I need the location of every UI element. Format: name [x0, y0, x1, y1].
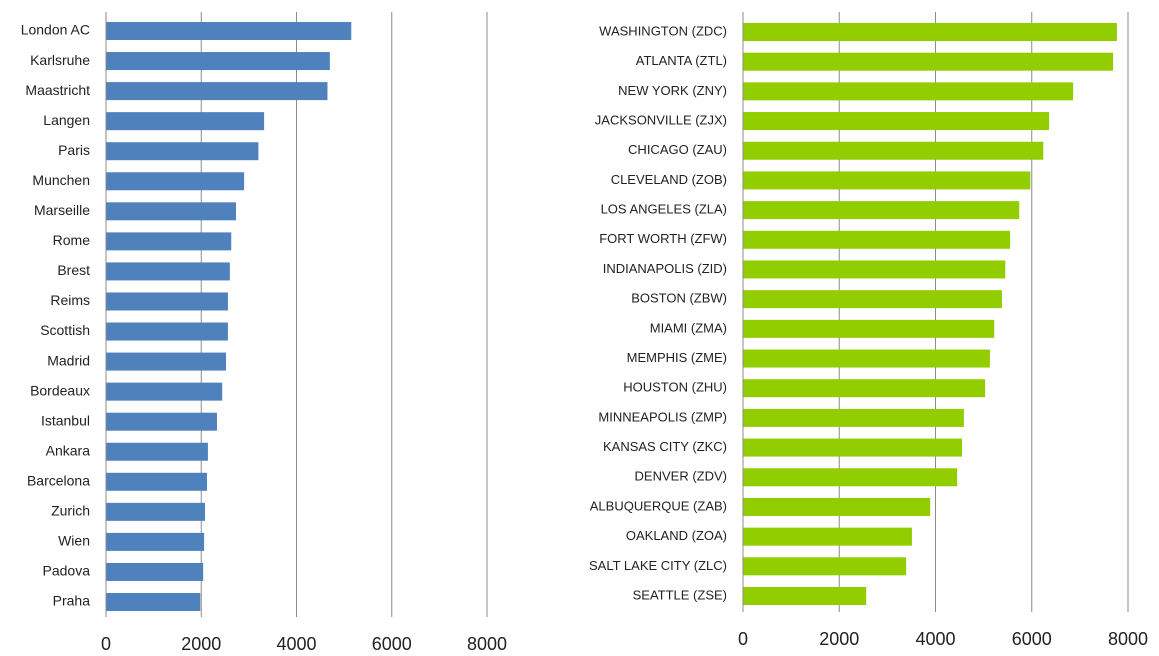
- y-tick-label: MIAMI (ZMA): [650, 320, 727, 335]
- x-tick-label: 0: [738, 629, 748, 649]
- bar: [106, 472, 207, 491]
- bar: [106, 82, 328, 101]
- y-tick-label: Ankara: [46, 442, 91, 458]
- bar: [106, 442, 208, 461]
- bar: [106, 292, 228, 311]
- y-tick-label: NEW YORK (ZNY): [618, 83, 727, 98]
- y-tick-label: OAKLAND (ZOA): [626, 528, 727, 543]
- x-tick-label: 2000: [819, 629, 859, 649]
- x-tick-label: 8000: [467, 634, 507, 654]
- y-tick-label: Brest: [57, 262, 90, 278]
- y-tick-label: Madrid: [47, 352, 90, 368]
- bar: [743, 141, 1044, 160]
- y-tick-label: BOSTON (ZBW): [631, 291, 727, 306]
- bar: [743, 379, 986, 398]
- y-tick-label: Bordeaux: [30, 382, 90, 398]
- y-tick-label: Rome: [53, 232, 91, 248]
- y-tick-label: Langen: [43, 112, 90, 128]
- bar: [743, 23, 1117, 41]
- bar: [743, 112, 1050, 131]
- bar: [106, 352, 227, 371]
- y-tick-label: DENVER (ZDV): [635, 469, 727, 484]
- bar: [743, 349, 990, 368]
- bar: [106, 322, 228, 341]
- bar: [106, 412, 217, 431]
- bar: [743, 260, 1006, 279]
- y-tick-label: Barcelona: [27, 472, 90, 488]
- y-tick-label: KANSAS CITY (ZKC): [603, 439, 727, 454]
- y-tick-label: Karlsruhe: [30, 52, 90, 68]
- bar: [106, 532, 205, 551]
- bar: [743, 201, 1020, 220]
- y-tick-label: Scottish: [40, 322, 90, 338]
- y-tick-label: INDIANAPOLIS (ZID): [603, 261, 727, 276]
- bar: [743, 468, 958, 487]
- x-tick-label: 6000: [1012, 629, 1052, 649]
- y-tick-label: WASHINGTON (ZDC): [599, 23, 727, 38]
- y-tick-label: LOS ANGELES (ZLA): [601, 202, 727, 217]
- bar: [743, 319, 995, 338]
- y-tick-label: MEMPHIS (ZME): [627, 350, 727, 365]
- bar: [106, 382, 223, 401]
- y-tick-label: Istanbul: [41, 412, 90, 428]
- x-tick-label: 8000: [1108, 629, 1148, 649]
- y-tick-label: Wien: [58, 533, 90, 549]
- x-tick-label: 6000: [372, 634, 412, 654]
- y-tick-label: Paris: [58, 142, 90, 158]
- bar: [106, 502, 206, 521]
- y-tick-label: HOUSTON (ZHU): [623, 380, 727, 395]
- bar: [743, 438, 962, 457]
- bar: [743, 527, 912, 546]
- x-tick-label: 4000: [276, 634, 316, 654]
- bar: [106, 262, 230, 281]
- y-tick-label: Marseille: [34, 202, 90, 218]
- y-tick-label: JACKSONVILLE (ZJX): [595, 112, 727, 127]
- bar: [743, 52, 1114, 71]
- x-tick-label: 4000: [915, 629, 955, 649]
- bar: [106, 112, 265, 131]
- bar: [743, 82, 1074, 101]
- bar: [106, 52, 330, 71]
- y-tick-label: SEATTLE (ZSE): [633, 587, 727, 602]
- y-tick-label: Padova: [43, 563, 91, 579]
- y-tick-label: Praha: [53, 593, 91, 609]
- y-tick-label: ATLANTA (ZTL): [636, 53, 727, 68]
- bar: [743, 171, 1031, 190]
- bar: [106, 593, 201, 611]
- bar: [106, 172, 245, 191]
- bar: [743, 408, 964, 427]
- bar: [743, 497, 931, 516]
- y-tick-label: SALT LAKE CITY (ZLC): [589, 558, 727, 573]
- bar: [106, 22, 352, 40]
- y-tick-label: Zurich: [51, 503, 90, 519]
- bar: [743, 587, 867, 605]
- y-tick-label: CHICAGO (ZAU): [628, 142, 727, 157]
- bar: [106, 562, 204, 581]
- bar: [106, 232, 232, 251]
- y-tick-label: London AC: [21, 22, 90, 38]
- y-tick-label: Reims: [50, 292, 90, 308]
- y-tick-label: ALBUQUERQUE (ZAB): [590, 498, 727, 513]
- bar: [743, 557, 907, 576]
- bar: [106, 142, 259, 161]
- x-tick-label: 2000: [181, 634, 221, 654]
- x-tick-label: 0: [101, 634, 111, 654]
- y-tick-label: MINNEAPOLIS (ZMP): [598, 409, 727, 424]
- bar: [743, 290, 1002, 309]
- y-tick-label: FORT WORTH (ZFW): [599, 231, 727, 246]
- bar: [106, 202, 237, 221]
- y-tick-label: Maastricht: [25, 82, 90, 98]
- bar: [743, 230, 1011, 249]
- y-tick-label: Munchen: [32, 172, 90, 188]
- y-tick-label: CLEVELAND (ZOB): [611, 172, 727, 187]
